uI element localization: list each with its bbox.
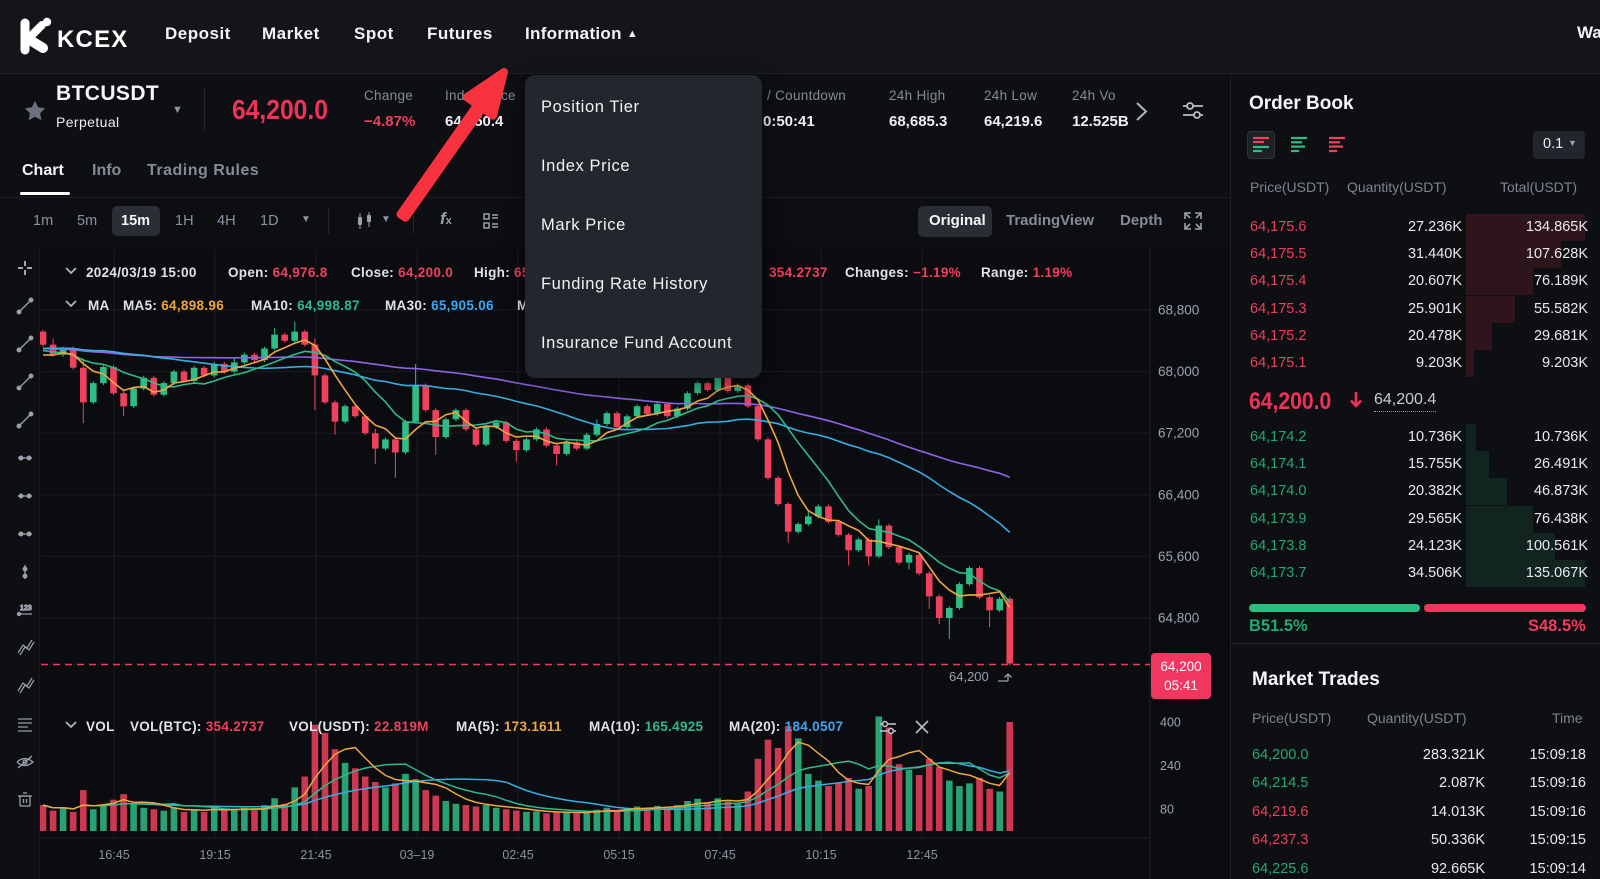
svg-text:05:41: 05:41 [1164, 678, 1198, 693]
svg-text:64,200: 64,200 [949, 669, 989, 684]
svg-text:123: 123 [20, 605, 32, 612]
svg-text:07:45: 07:45 [704, 848, 735, 862]
svg-text:21:45: 21:45 [300, 848, 331, 862]
svg-text:67,200: 67,200 [1158, 426, 1199, 441]
svg-text:10:15: 10:15 [805, 848, 836, 862]
svg-text:66,400: 66,400 [1158, 487, 1199, 502]
svg-text:12:45: 12:45 [906, 848, 937, 862]
svg-text:19:15: 19:15 [199, 848, 230, 862]
svg-text:68,800: 68,800 [1158, 303, 1199, 318]
svg-text:68,000: 68,000 [1158, 364, 1199, 379]
svg-text:64,800: 64,800 [1158, 611, 1199, 626]
svg-text:400: 400 [1160, 716, 1181, 730]
svg-text:KCEX: KCEX [57, 26, 128, 53]
svg-text:02:45: 02:45 [502, 848, 533, 862]
svg-text:64,200: 64,200 [1160, 659, 1201, 674]
svg-text:03–19: 03–19 [400, 848, 435, 862]
svg-text:80: 80 [1160, 803, 1174, 817]
svg-text:05:15: 05:15 [603, 848, 634, 862]
svg-text:65,600: 65,600 [1158, 549, 1199, 564]
svg-text:16:45: 16:45 [98, 848, 129, 862]
svg-text:240: 240 [1160, 759, 1181, 773]
